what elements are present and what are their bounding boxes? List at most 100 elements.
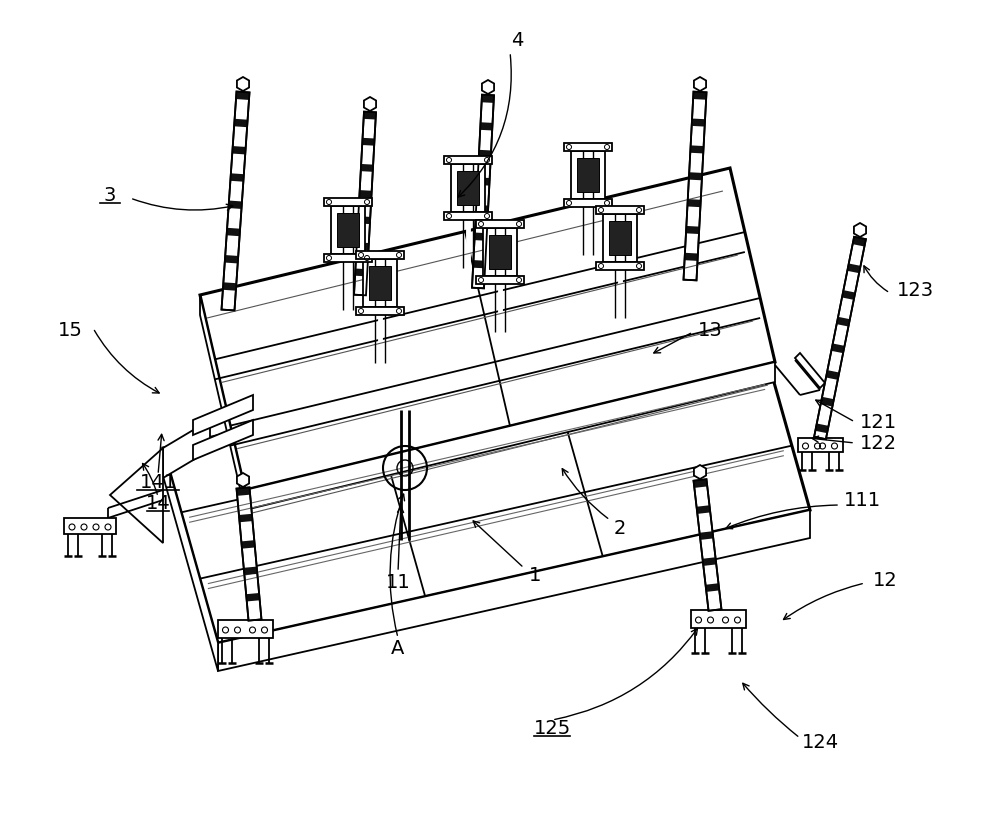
Text: 4: 4 (511, 30, 523, 49)
Polygon shape (798, 438, 842, 452)
Polygon shape (228, 200, 242, 209)
Polygon shape (831, 343, 845, 353)
Polygon shape (474, 232, 487, 241)
Text: 124: 124 (801, 732, 839, 751)
Polygon shape (476, 276, 524, 284)
Polygon shape (694, 479, 707, 488)
Polygon shape (163, 420, 210, 478)
Polygon shape (692, 118, 705, 126)
Polygon shape (571, 151, 605, 199)
Text: 2: 2 (614, 519, 626, 538)
Polygon shape (362, 138, 375, 145)
Polygon shape (355, 268, 367, 277)
Polygon shape (564, 143, 612, 151)
Polygon shape (706, 583, 719, 592)
Polygon shape (237, 488, 250, 496)
Polygon shape (358, 216, 370, 224)
Polygon shape (694, 479, 721, 611)
Polygon shape (223, 282, 236, 291)
Polygon shape (690, 145, 704, 154)
Polygon shape (246, 593, 260, 602)
Text: 123: 123 (896, 281, 934, 300)
Polygon shape (821, 397, 834, 406)
Polygon shape (163, 315, 810, 643)
Polygon shape (193, 420, 253, 460)
Polygon shape (700, 531, 713, 540)
Polygon shape (444, 212, 492, 220)
Polygon shape (483, 228, 517, 276)
Polygon shape (356, 251, 404, 259)
Polygon shape (577, 158, 599, 192)
Text: 122: 122 (859, 433, 897, 452)
Polygon shape (826, 370, 839, 380)
Polygon shape (476, 220, 524, 228)
Polygon shape (230, 173, 244, 181)
Polygon shape (110, 448, 163, 543)
Polygon shape (795, 353, 825, 388)
Polygon shape (482, 94, 494, 103)
Polygon shape (200, 168, 775, 490)
Text: 111: 111 (843, 490, 881, 510)
Polygon shape (241, 540, 255, 548)
Polygon shape (854, 223, 866, 237)
Polygon shape (356, 242, 369, 250)
Polygon shape (331, 206, 365, 254)
Polygon shape (847, 264, 861, 273)
Polygon shape (685, 253, 698, 261)
Polygon shape (227, 227, 240, 236)
Polygon shape (477, 177, 490, 186)
Polygon shape (354, 112, 376, 296)
Polygon shape (444, 156, 492, 164)
Text: 13: 13 (698, 320, 722, 340)
Polygon shape (364, 97, 376, 111)
Polygon shape (476, 205, 488, 213)
Polygon shape (369, 266, 391, 300)
Polygon shape (356, 307, 404, 315)
Polygon shape (239, 514, 253, 522)
Polygon shape (64, 518, 116, 534)
Polygon shape (694, 77, 706, 91)
Polygon shape (596, 206, 644, 214)
Polygon shape (693, 92, 706, 99)
Polygon shape (457, 172, 479, 204)
Polygon shape (697, 505, 710, 514)
Polygon shape (337, 213, 359, 247)
Polygon shape (853, 236, 866, 246)
Polygon shape (451, 164, 485, 212)
Polygon shape (609, 221, 631, 255)
Polygon shape (687, 199, 701, 207)
Polygon shape (472, 94, 494, 288)
Polygon shape (225, 255, 238, 264)
Polygon shape (359, 190, 372, 198)
Polygon shape (237, 488, 261, 621)
Polygon shape (473, 260, 485, 268)
Polygon shape (324, 198, 372, 206)
Polygon shape (163, 448, 218, 671)
Polygon shape (684, 92, 706, 280)
Polygon shape (222, 92, 249, 310)
Text: 141: 141 (139, 473, 177, 492)
Polygon shape (324, 254, 372, 262)
Polygon shape (564, 199, 612, 207)
Polygon shape (694, 465, 706, 479)
Text: A: A (391, 639, 405, 658)
Text: 14: 14 (146, 493, 170, 512)
Polygon shape (363, 259, 397, 307)
Text: 15: 15 (58, 320, 82, 340)
Text: 12: 12 (873, 571, 897, 589)
Polygon shape (686, 226, 699, 234)
Polygon shape (200, 295, 245, 510)
Polygon shape (244, 566, 257, 575)
Text: 125: 125 (533, 718, 571, 737)
Polygon shape (479, 149, 491, 158)
Polygon shape (842, 290, 855, 300)
Polygon shape (837, 317, 850, 327)
Polygon shape (193, 395, 253, 435)
Text: 11: 11 (386, 572, 410, 591)
Polygon shape (480, 122, 493, 131)
Text: 3: 3 (104, 186, 116, 204)
Polygon shape (234, 119, 248, 127)
Polygon shape (482, 80, 494, 94)
Text: 1: 1 (529, 566, 541, 585)
Polygon shape (237, 473, 249, 487)
